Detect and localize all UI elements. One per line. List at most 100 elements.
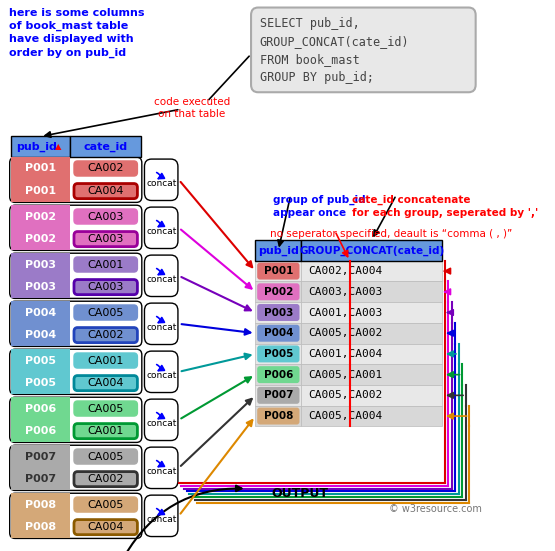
Text: concat: concat: [146, 179, 176, 188]
Text: pub_id: pub_id: [258, 245, 299, 256]
FancyBboxPatch shape: [257, 283, 300, 300]
Text: here is some columns
of book_mast table
have displayed with
order by on pub_id: here is some columns of book_mast table …: [9, 8, 144, 58]
Text: P005: P005: [264, 349, 293, 359]
Text: CA002: CA002: [88, 474, 124, 484]
Text: CA001: CA001: [88, 260, 124, 269]
Text: CA003,CA003: CA003,CA003: [308, 287, 382, 297]
FancyBboxPatch shape: [74, 424, 138, 439]
Bar: [301, 282, 442, 302]
FancyBboxPatch shape: [257, 325, 300, 342]
Bar: [255, 240, 301, 261]
FancyBboxPatch shape: [74, 497, 138, 512]
Text: P008: P008: [264, 411, 293, 421]
Bar: [301, 240, 442, 261]
Bar: [255, 385, 301, 406]
Text: CA004: CA004: [88, 378, 124, 388]
Text: P005: P005: [25, 378, 56, 388]
Text: P006: P006: [264, 370, 293, 380]
Bar: [11, 253, 70, 276]
Text: OUTPUT: OUTPUT: [271, 487, 328, 500]
Text: P004: P004: [25, 330, 56, 340]
Text: concat: concat: [146, 275, 176, 284]
Text: P003: P003: [25, 260, 56, 269]
Text: code executed
on that table: code executed on that table: [154, 97, 230, 120]
FancyBboxPatch shape: [144, 447, 178, 489]
Text: P005: P005: [25, 355, 56, 365]
Text: CA005,CA002: CA005,CA002: [308, 390, 382, 401]
Bar: [255, 282, 301, 302]
Text: P002: P002: [25, 234, 56, 244]
FancyBboxPatch shape: [74, 472, 138, 487]
Text: CA003: CA003: [88, 234, 124, 244]
Bar: [11, 157, 70, 180]
Bar: [11, 180, 70, 202]
Bar: [255, 364, 301, 385]
FancyBboxPatch shape: [251, 8, 476, 92]
FancyBboxPatch shape: [257, 304, 300, 321]
Bar: [11, 516, 70, 538]
Text: CA005,CA002: CA005,CA002: [308, 328, 382, 338]
FancyBboxPatch shape: [74, 376, 138, 391]
FancyBboxPatch shape: [9, 349, 142, 395]
FancyBboxPatch shape: [9, 157, 142, 202]
Bar: [301, 323, 442, 344]
Bar: [301, 385, 442, 406]
FancyBboxPatch shape: [74, 401, 138, 416]
Text: CA005: CA005: [88, 500, 124, 510]
Text: P007: P007: [25, 451, 56, 462]
Text: CA002: CA002: [88, 330, 124, 340]
Text: P001: P001: [264, 266, 293, 276]
Text: P008: P008: [25, 522, 56, 532]
FancyBboxPatch shape: [144, 495, 178, 537]
Bar: [11, 397, 70, 420]
FancyBboxPatch shape: [144, 159, 178, 201]
Text: P001: P001: [25, 164, 56, 174]
Text: concat: concat: [146, 515, 176, 524]
Text: CA004: CA004: [88, 186, 124, 196]
Bar: [255, 261, 301, 282]
Bar: [11, 276, 70, 299]
FancyBboxPatch shape: [74, 231, 138, 247]
FancyBboxPatch shape: [9, 301, 142, 347]
FancyBboxPatch shape: [257, 387, 300, 404]
Bar: [301, 364, 442, 385]
Text: GROUP_CONCAT(cate_id): GROUP_CONCAT(cate_id): [299, 245, 445, 256]
Text: cate_id concatenate
for each group, seperated by ',': cate_id concatenate for each group, sepe…: [352, 195, 538, 218]
Text: CA002,CA004: CA002,CA004: [308, 266, 382, 276]
FancyBboxPatch shape: [74, 305, 138, 320]
FancyBboxPatch shape: [74, 353, 138, 368]
FancyBboxPatch shape: [257, 408, 300, 424]
Bar: [11, 301, 70, 324]
Bar: [255, 323, 301, 344]
Text: P007: P007: [264, 390, 293, 401]
Bar: [255, 406, 301, 426]
Text: P006: P006: [25, 403, 56, 414]
Text: CA001,CA003: CA001,CA003: [308, 307, 382, 317]
Text: group of pub_id
appear once: group of pub_id appear once: [273, 195, 366, 218]
Text: P003: P003: [264, 307, 293, 317]
Text: © w3resource.com: © w3resource.com: [389, 504, 482, 514]
Text: P001: P001: [25, 186, 56, 196]
Text: concat: concat: [146, 371, 176, 380]
FancyBboxPatch shape: [74, 183, 138, 198]
Text: CA005,CA004: CA005,CA004: [308, 411, 382, 421]
Bar: [11, 493, 70, 516]
FancyBboxPatch shape: [74, 161, 138, 176]
Text: CA002: CA002: [88, 164, 124, 174]
Text: concat: concat: [146, 227, 176, 236]
Text: P006: P006: [25, 426, 56, 436]
FancyBboxPatch shape: [144, 207, 178, 249]
FancyBboxPatch shape: [9, 205, 142, 250]
FancyBboxPatch shape: [257, 366, 300, 383]
Text: P004: P004: [25, 307, 56, 317]
Text: CA005: CA005: [88, 307, 124, 317]
Text: concat: concat: [146, 323, 176, 332]
Bar: [11, 137, 70, 157]
Bar: [11, 349, 70, 372]
FancyBboxPatch shape: [9, 397, 142, 442]
Text: CA005,CA001: CA005,CA001: [308, 370, 382, 380]
Bar: [11, 468, 70, 490]
FancyBboxPatch shape: [257, 345, 300, 363]
FancyBboxPatch shape: [74, 449, 138, 464]
Text: P004: P004: [264, 328, 293, 338]
